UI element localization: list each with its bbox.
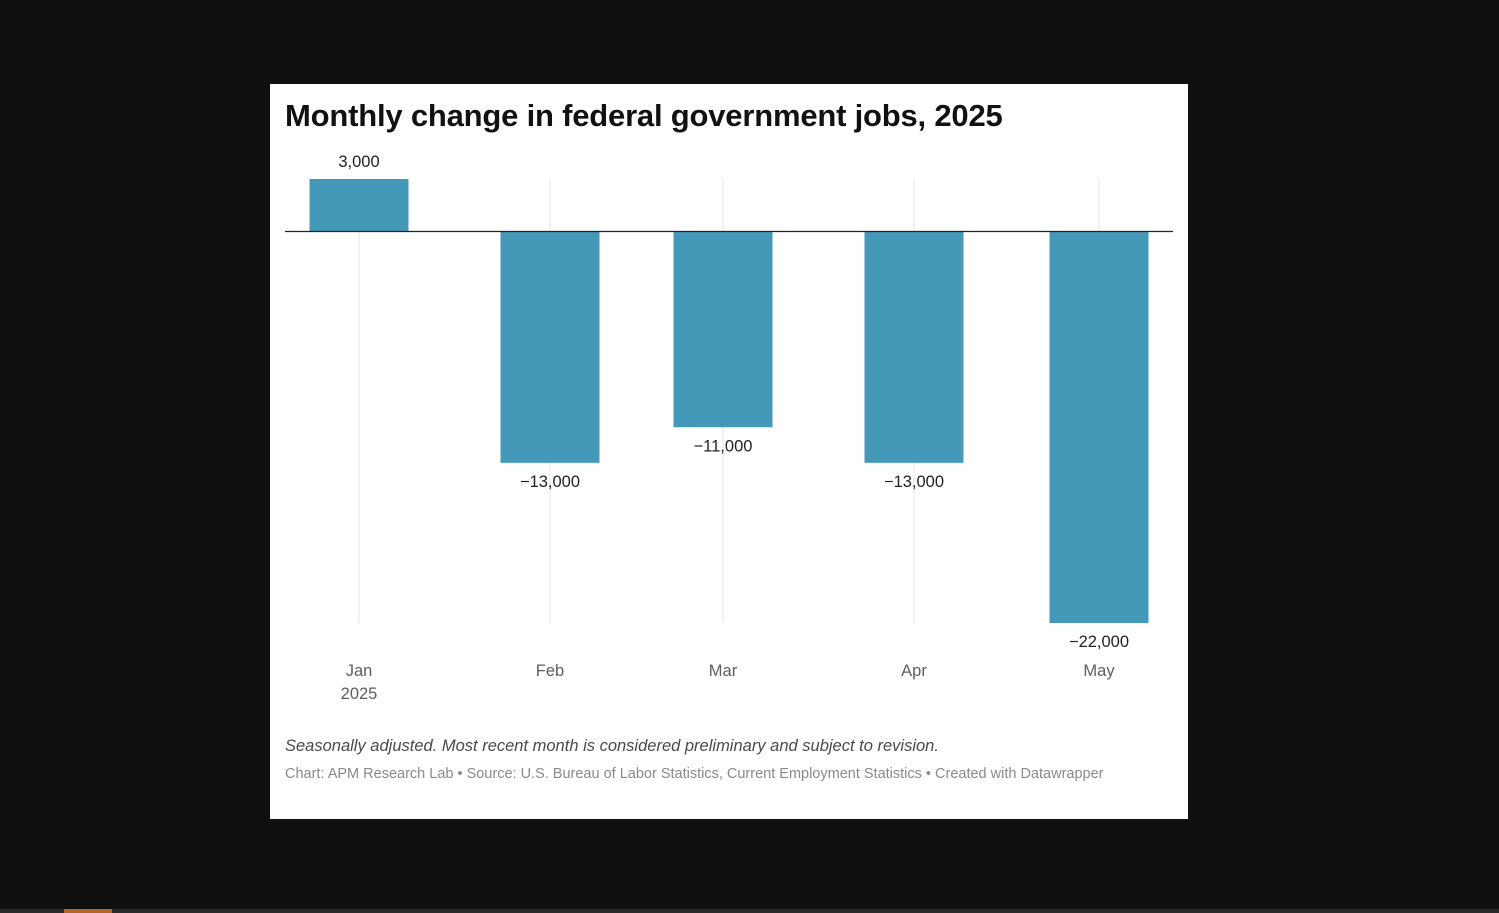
tick-sublabel-jan: 2025 xyxy=(341,685,378,703)
value-label-feb: −13,000 xyxy=(520,473,580,491)
taskbar-active-item xyxy=(64,909,112,913)
bar-may[interactable] xyxy=(1049,231,1149,624)
bar-feb[interactable] xyxy=(500,231,600,463)
bar-jan[interactable] xyxy=(309,179,409,232)
bar-apr[interactable] xyxy=(864,231,964,463)
bar-chart: 3,000 −13,000 −11,000 −13,000 −22,000 Jan 2025… xyxy=(285,153,1173,703)
value-label-apr: −13,000 xyxy=(884,473,944,491)
chart-notes: Seasonally adjusted. Most recent month i… xyxy=(285,737,939,755)
chart-card: Monthly change in federal government job… xyxy=(270,84,1188,819)
bar-mar[interactable] xyxy=(673,231,773,428)
tick-label-mar: Mar xyxy=(709,662,738,680)
taskbar-strip xyxy=(0,909,1499,913)
value-label-may: −22,000 xyxy=(1069,633,1129,651)
chart-footer: Chart: APM Research Lab • Source: U.S. B… xyxy=(285,766,1104,782)
tick-label-jan: Jan xyxy=(346,662,373,680)
value-label-jan: 3,000 xyxy=(338,153,379,171)
tick-label-may: May xyxy=(1083,662,1115,680)
tick-label-feb: Feb xyxy=(536,662,564,680)
value-label-mar: −11,000 xyxy=(694,437,753,455)
chart-title: Monthly change in federal government job… xyxy=(285,98,1003,133)
tick-label-apr: Apr xyxy=(901,662,927,680)
